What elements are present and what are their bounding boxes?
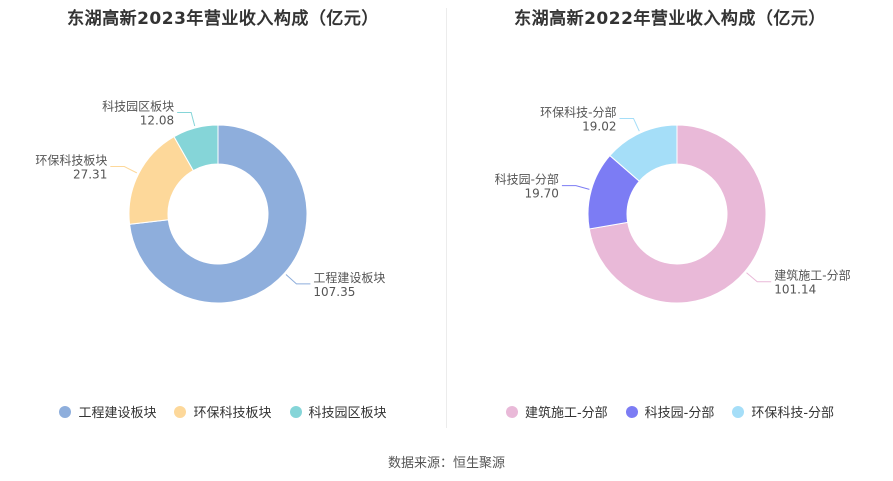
slice-category-label: 科技园-分部 bbox=[495, 172, 559, 187]
slice-category-label: 环保科技板块 bbox=[35, 154, 107, 168]
slice-category-label: 工程建设板块 bbox=[313, 270, 385, 285]
legend-item[interactable]: 科技园区板块 bbox=[289, 402, 387, 421]
chart-title: 东湖高新2022年营业收入构成（亿元） bbox=[514, 9, 826, 29]
slice-value-label: 107.35 bbox=[313, 285, 355, 299]
chart-panel-2023: 东湖高新2023年营业收入构成（亿元） 工程建设板块 107.35 环保科技板块 27… bbox=[0, 0, 446, 430]
panel-divider bbox=[446, 8, 447, 428]
chart-title: 东湖高新2023年营业收入构成（亿元） bbox=[67, 9, 379, 29]
slice-value-label: 101.14 bbox=[774, 283, 816, 297]
slice-value-label: 27.31 bbox=[73, 168, 107, 182]
slice-value-label: 12.08 bbox=[140, 113, 174, 127]
pie-slice[interactable] bbox=[588, 124, 767, 304]
label-leader-line bbox=[561, 185, 590, 190]
legend-label: 科技园-分部 bbox=[644, 406, 715, 421]
slice-value-label: 19.70 bbox=[525, 187, 559, 201]
legend-swatch bbox=[174, 405, 187, 418]
label-leader-line bbox=[746, 272, 772, 283]
pie-slice[interactable] bbox=[609, 124, 678, 182]
chart-panel-2022: 东湖高新2022年营业收入构成（亿元） 建筑施工-分部 101.14 科技园-分部 1… bbox=[447, 0, 893, 430]
slice-value-label: 19.02 bbox=[582, 119, 616, 133]
legend-label: 建筑施工-分部 bbox=[524, 406, 608, 421]
legend-item[interactable]: 环保科技板块 bbox=[174, 402, 272, 421]
legend-item[interactable]: 建筑施工-分部 bbox=[505, 402, 608, 421]
legend-label: 环保科技板块 bbox=[193, 406, 272, 421]
legend-swatch bbox=[732, 405, 745, 418]
legend-item[interactable]: 工程建设板块 bbox=[59, 402, 156, 421]
legend-label: 工程建设板块 bbox=[78, 406, 157, 421]
legend-item[interactable]: 环保科技-分部 bbox=[732, 402, 834, 421]
legend: 工程建设板块 环保科技板块 科技园区板块 bbox=[0, 402, 446, 421]
legend-item[interactable]: 科技园-分部 bbox=[625, 402, 715, 421]
legend: 建筑施工-分部 科技园-分部 环保科技-分部 bbox=[447, 402, 893, 421]
data-source: 数据来源：恒生聚源 bbox=[387, 456, 505, 471]
legend-swatch bbox=[59, 405, 72, 418]
slice-category-label: 科技园区板块 bbox=[102, 99, 174, 113]
label-leader-line bbox=[285, 274, 311, 285]
pie-slice[interactable] bbox=[173, 124, 219, 172]
legend-label: 环保科技-分部 bbox=[751, 406, 835, 421]
slice-category-label: 建筑施工-分部 bbox=[774, 268, 850, 283]
legend-swatch bbox=[505, 405, 518, 418]
label-leader-line bbox=[110, 166, 138, 174]
legend-label: 科技园区板块 bbox=[308, 406, 387, 421]
pie-slice[interactable] bbox=[129, 124, 308, 304]
label-leader-line bbox=[619, 117, 640, 132]
label-leader-line bbox=[177, 111, 196, 127]
slice-category-label: 环保科技-分部 bbox=[540, 104, 616, 119]
legend-swatch bbox=[289, 405, 302, 418]
legend-swatch bbox=[625, 405, 638, 418]
